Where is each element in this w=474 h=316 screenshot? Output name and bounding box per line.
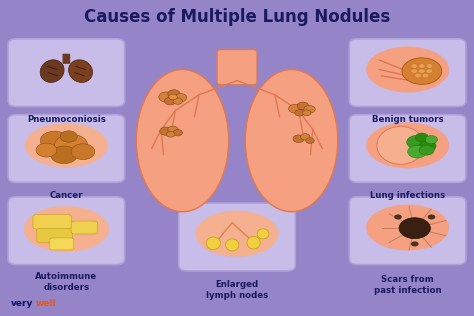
Circle shape — [419, 69, 425, 73]
Circle shape — [160, 127, 172, 135]
Circle shape — [289, 104, 302, 113]
Circle shape — [425, 136, 438, 144]
Circle shape — [295, 110, 304, 116]
Circle shape — [297, 102, 309, 110]
Ellipse shape — [40, 60, 64, 82]
Circle shape — [55, 134, 88, 156]
Circle shape — [402, 58, 442, 84]
Circle shape — [301, 134, 310, 140]
Circle shape — [419, 140, 436, 152]
Circle shape — [168, 90, 180, 98]
Circle shape — [293, 135, 304, 143]
FancyBboxPatch shape — [49, 238, 74, 250]
Circle shape — [422, 73, 429, 78]
Circle shape — [173, 130, 182, 136]
FancyBboxPatch shape — [33, 215, 72, 229]
FancyBboxPatch shape — [36, 228, 73, 242]
Circle shape — [394, 215, 402, 220]
Circle shape — [169, 94, 177, 100]
Text: Scars from
past infection: Scars from past infection — [374, 275, 441, 295]
Circle shape — [164, 97, 176, 105]
Ellipse shape — [206, 237, 220, 250]
Circle shape — [173, 98, 182, 104]
Ellipse shape — [69, 60, 92, 82]
FancyBboxPatch shape — [349, 115, 466, 182]
Circle shape — [302, 110, 311, 116]
Ellipse shape — [247, 236, 260, 249]
FancyBboxPatch shape — [71, 221, 98, 234]
Circle shape — [411, 64, 418, 68]
Ellipse shape — [366, 205, 449, 250]
Circle shape — [174, 94, 187, 102]
Ellipse shape — [366, 122, 449, 168]
Text: Cancer: Cancer — [50, 191, 83, 200]
FancyBboxPatch shape — [349, 39, 466, 106]
Circle shape — [304, 106, 315, 113]
Text: Pneumoconiosis: Pneumoconiosis — [27, 115, 106, 124]
Text: Causes of Multiple Lung Nodules: Causes of Multiple Lung Nodules — [84, 9, 390, 26]
Circle shape — [407, 135, 428, 149]
FancyBboxPatch shape — [179, 203, 295, 271]
Circle shape — [415, 73, 421, 78]
FancyBboxPatch shape — [8, 39, 125, 106]
Circle shape — [428, 215, 435, 220]
Text: Autoimmune
disorders: Autoimmune disorders — [35, 272, 98, 292]
Circle shape — [415, 133, 428, 142]
Ellipse shape — [257, 229, 269, 239]
Text: Enlarged
lymph nodes: Enlarged lymph nodes — [206, 280, 268, 300]
Text: Lung infections: Lung infections — [370, 191, 445, 200]
FancyBboxPatch shape — [349, 197, 466, 264]
Ellipse shape — [24, 206, 109, 252]
FancyBboxPatch shape — [63, 54, 70, 64]
Ellipse shape — [366, 46, 449, 92]
Circle shape — [166, 131, 175, 137]
Circle shape — [426, 69, 433, 73]
Circle shape — [411, 69, 418, 73]
Ellipse shape — [195, 211, 279, 257]
Circle shape — [168, 126, 178, 133]
Text: well: well — [36, 299, 57, 308]
Circle shape — [426, 64, 433, 68]
FancyBboxPatch shape — [8, 115, 125, 182]
FancyBboxPatch shape — [8, 197, 125, 264]
Circle shape — [419, 64, 425, 68]
Circle shape — [60, 131, 77, 142]
Ellipse shape — [25, 123, 108, 167]
Circle shape — [399, 218, 430, 239]
Circle shape — [36, 143, 57, 157]
Circle shape — [71, 144, 95, 160]
Ellipse shape — [137, 70, 228, 212]
Circle shape — [306, 138, 314, 143]
Circle shape — [51, 146, 77, 164]
Circle shape — [419, 145, 434, 155]
Text: Benign tumors: Benign tumors — [372, 115, 444, 124]
Ellipse shape — [377, 126, 424, 164]
FancyBboxPatch shape — [217, 50, 257, 85]
Circle shape — [408, 145, 427, 158]
Ellipse shape — [226, 239, 239, 251]
Text: very: very — [10, 299, 33, 308]
Circle shape — [159, 92, 174, 102]
Ellipse shape — [245, 70, 337, 212]
Circle shape — [40, 131, 69, 150]
Circle shape — [411, 241, 419, 246]
